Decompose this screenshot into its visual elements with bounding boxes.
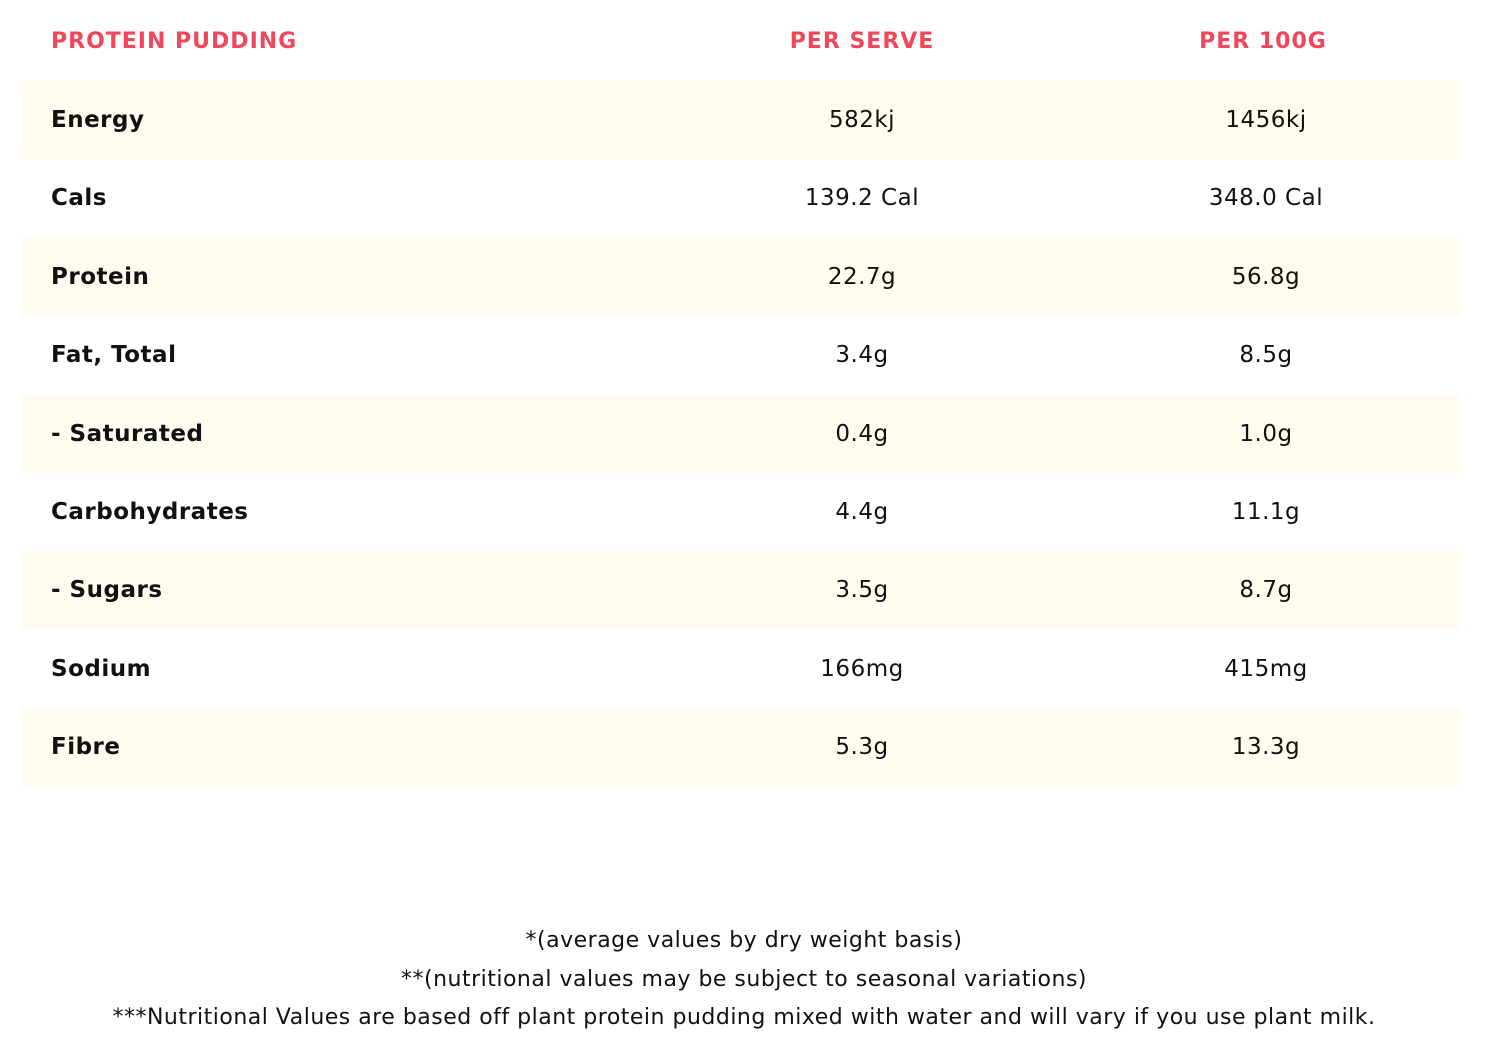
value-cell: 348.0 Cal	[1208, 185, 1324, 212]
value-cell: 582kj	[828, 107, 896, 133]
note: ***Nutritional Values are based off plan…	[112, 1005, 1376, 1030]
note: *(average values by dry weight basis)	[525, 928, 963, 953]
label-cell: Protein	[51, 263, 150, 290]
value-cell: 1456kj	[1225, 107, 1307, 133]
label-cell: Fibre	[51, 734, 121, 761]
table-row: - Saturated 0.4g 1.0g	[21, 394, 1460, 473]
label-cell: - Saturated	[51, 420, 204, 447]
header-label: PROTEIN PUDDING	[51, 29, 298, 54]
value-cell: 3.4g	[835, 342, 889, 369]
value-cell: 3.5g	[835, 577, 889, 604]
header-label: PER 100G	[1199, 29, 1327, 54]
table-row: Protein 22.7g 56.8g	[21, 237, 1460, 316]
value-cell: 415mg	[1224, 655, 1308, 682]
table-row: Energy 582kj 1456kj	[21, 81, 1460, 159]
value-cell: 56.8g	[1231, 263, 1301, 290]
label-cell: Sodium	[51, 655, 152, 682]
table-row: Sodium 166mg 415mg	[21, 630, 1460, 708]
label-cell: Carbohydrates	[51, 499, 249, 525]
label-cell: - Sugars	[51, 577, 163, 604]
label-cell: Fat, Total	[51, 342, 177, 369]
value-cell: 5.3g	[835, 734, 889, 761]
value-cell: 0.4g	[835, 420, 889, 447]
value-cell: 13.3g	[1231, 734, 1301, 761]
value-cell: 1.0g	[1239, 420, 1293, 447]
value-cell: 8.5g	[1239, 342, 1293, 369]
note: **(nutritional values may be subject to …	[400, 967, 1087, 992]
table-row: Fibre 5.3g 13.3g	[21, 708, 1460, 787]
value-cell: 139.2 Cal	[804, 185, 920, 212]
table-row: Fat, Total 3.4g 8.5g	[21, 316, 1460, 394]
value-cell: 22.7g	[827, 263, 897, 290]
table-row: - Sugars 3.5g 8.7g	[21, 551, 1460, 630]
value-cell: 166mg	[820, 655, 904, 682]
table-row: Cals 139.2 Cal 348.0 Cal	[21, 159, 1460, 237]
value-cell: 11.1g	[1231, 499, 1301, 525]
header-label: PER SERVE	[789, 29, 935, 54]
label-cell: Energy	[51, 107, 145, 133]
label-cell: Cals	[51, 185, 107, 212]
value-cell: 4.4g	[835, 499, 889, 525]
table-row: Carbohydrates 4.4g 11.1g	[21, 473, 1460, 551]
value-cell: 8.7g	[1239, 577, 1293, 604]
